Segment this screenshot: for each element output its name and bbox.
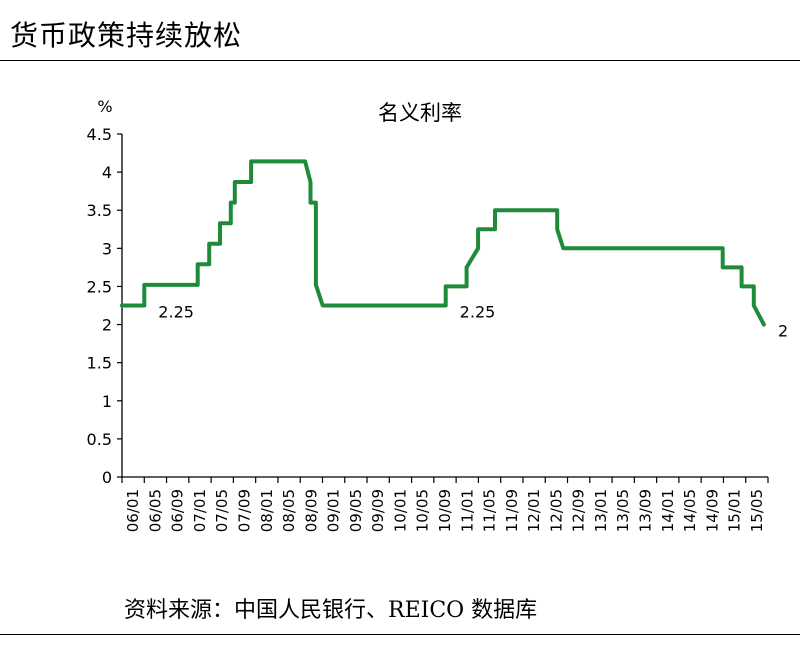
y-tick-label: 3.5 [87,201,112,220]
data-label: 2.25 [460,303,496,322]
interest-rate-chart: 名义利率 % 0 0.5 1 1.5 2 2.5 3 3.5 4 4.5 06/01 06/05 06/… [0,62,800,582]
x-tick-label: 08/01 [258,489,276,532]
x-tick-label: 08/09 [302,489,320,532]
x-tick-label: 07/01 [191,489,209,532]
y-tick-label: 0.5 [87,430,112,449]
x-tick-label: 12/05 [547,489,565,532]
x-tick-label: 13/09 [636,489,654,532]
annotation-layer: 2.25 2.25 2 [158,303,788,341]
y-tick-label: 4 [102,163,112,182]
x-tick-label: 14/09 [703,489,721,532]
x-tick-label: 06/05 [146,489,164,532]
top-divider [0,60,800,61]
rate-series-line [120,159,766,327]
bottom-divider [0,634,800,635]
x-tick-label: 09/01 [325,489,343,532]
y-tick-label: 2.5 [87,277,112,296]
x-tick-label: 12/01 [525,489,543,532]
x-tick-label: 11/01 [458,489,476,532]
data-label: 2.25 [158,303,194,322]
x-tick-label: 10/09 [436,489,454,532]
x-tick-label: 10/05 [414,489,432,532]
chart-title: 名义利率 [378,101,462,125]
y-tick-label: 2 [102,316,112,335]
x-tick-label: 12/09 [570,489,588,532]
x-tick-label: 09/09 [369,489,387,532]
y-tick-label: 1 [102,392,112,411]
page-heading: 货币政策持续放松 [10,19,243,52]
x-tick-label: 09/05 [347,489,365,532]
x-tick-label: 13/01 [592,489,610,532]
x-tick-label: 06/01 [124,489,142,532]
y-tick-label: 1.5 [87,354,112,373]
x-tick-label: 08/05 [280,489,298,532]
x-tick-label: 15/01 [726,489,744,532]
x-tick-label: 15/05 [748,489,766,532]
y-tick-label: 3 [102,239,112,258]
x-tick-label: 14/05 [681,489,699,532]
y-axis-unit: % [97,97,112,116]
x-tick-label: 07/05 [213,489,231,532]
series-layer [120,159,766,327]
x-tick-label: 07/09 [236,489,254,532]
x-tick-label: 10/01 [391,489,409,532]
axis-ticks: 0 0.5 1 1.5 2 2.5 3 3.5 4 4.5 06/01 06/05 06/09 07/01… [87,125,769,532]
chart-canvas: 名义利率 % 0 0.5 1 1.5 2 2.5 3 3.5 4 4.5 06/01 06/05 06/… [87,97,789,532]
x-tick-label: 11/09 [503,489,521,532]
x-tick-label: 13/05 [614,489,632,532]
x-tick-label: 14/01 [659,489,677,532]
y-tick-label: 0 [102,468,112,487]
y-tick-label: 4.5 [87,125,112,144]
x-tick-label: 11/05 [481,489,499,532]
data-label: 2 [778,322,788,341]
source-note: 资料来源：中国人民银行、REICO 数据库 [124,598,538,623]
x-tick-label: 06/09 [169,489,187,532]
